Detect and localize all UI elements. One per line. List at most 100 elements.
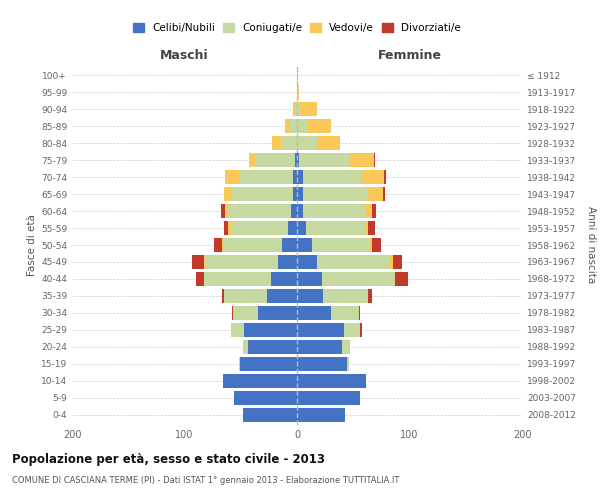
Bar [311,238,370,252]
Text: COMUNE DI CASCIANA TERME (PI) - Dati ISTAT 1° gennaio 2013 - Elaborazione TUTTIT: COMUNE DI CASCIANA TERME (PI) - Dati IST… [12,476,400,485]
Bar [297,272,322,286]
Bar [342,340,350,354]
Bar [367,187,383,201]
Bar [392,255,401,269]
Bar [365,204,373,218]
Bar [297,85,299,99]
Bar [221,289,224,303]
Bar [230,187,293,201]
Bar [293,187,297,201]
Bar [203,272,271,286]
Bar [230,323,244,337]
Bar [297,323,344,337]
Bar [233,306,257,320]
Bar [239,170,293,184]
Bar [301,102,317,116]
Bar [297,391,360,405]
Bar [308,119,331,133]
Bar [322,272,395,286]
Bar [395,272,409,286]
Bar [244,323,297,337]
Bar [349,153,373,167]
Bar [293,170,297,184]
Bar [297,102,301,116]
Bar [234,391,297,405]
Bar [297,374,365,388]
Bar [306,221,365,235]
Bar [323,289,368,303]
Bar [368,289,373,303]
Bar [360,323,362,337]
Bar [383,170,386,184]
Bar [225,170,239,184]
Y-axis label: Fasce di età: Fasce di età [27,214,37,276]
Bar [243,408,297,422]
Bar [368,221,374,235]
Bar [297,255,317,269]
Bar [297,306,331,320]
Bar [361,170,383,184]
Bar [295,102,297,116]
Legend: Celibi/Nubili, Coniugati/e, Vedovi/e, Divorziati/e: Celibi/Nubili, Coniugati/e, Vedovi/e, Di… [133,24,461,34]
Bar [297,289,323,303]
Bar [196,272,203,286]
Bar [297,238,311,252]
Bar [297,68,298,82]
Bar [239,357,297,371]
Bar [223,374,297,388]
Bar [243,340,248,354]
Bar [290,119,297,133]
Bar [297,204,302,218]
Bar [297,136,317,150]
Bar [383,187,385,201]
Bar [232,306,233,320]
Bar [302,187,367,201]
Bar [359,306,360,320]
Bar [248,153,256,167]
Bar [373,153,374,167]
Bar [331,306,359,320]
Bar [365,221,368,235]
Bar [283,238,297,252]
Bar [373,204,376,218]
Bar [256,153,295,167]
Bar [297,187,302,201]
Bar [297,221,306,235]
Bar [229,221,230,235]
Bar [221,204,225,218]
Bar [347,357,349,371]
Bar [370,238,373,252]
Bar [224,221,229,235]
Bar [284,119,290,133]
Bar [297,408,346,422]
Text: Femmine: Femmine [377,50,442,62]
Bar [229,204,292,218]
Y-axis label: Anni di nascita: Anni di nascita [586,206,596,284]
Bar [288,221,297,235]
Text: Maschi: Maschi [160,50,209,62]
Bar [295,153,297,167]
Bar [373,238,382,252]
Bar [297,170,302,184]
Bar [297,153,299,167]
Bar [297,340,342,354]
Bar [257,306,297,320]
Bar [293,102,295,116]
Bar [297,119,308,133]
Bar [230,221,288,235]
Bar [266,289,297,303]
Bar [224,187,230,201]
Bar [297,357,347,371]
Bar [224,238,283,252]
Bar [292,204,297,218]
Bar [302,204,365,218]
Bar [193,255,203,269]
Bar [281,136,297,150]
Bar [221,238,224,252]
Bar [214,238,221,252]
Bar [317,136,340,150]
Bar [344,323,360,337]
Bar [224,289,266,303]
Bar [272,136,281,150]
Bar [391,255,392,269]
